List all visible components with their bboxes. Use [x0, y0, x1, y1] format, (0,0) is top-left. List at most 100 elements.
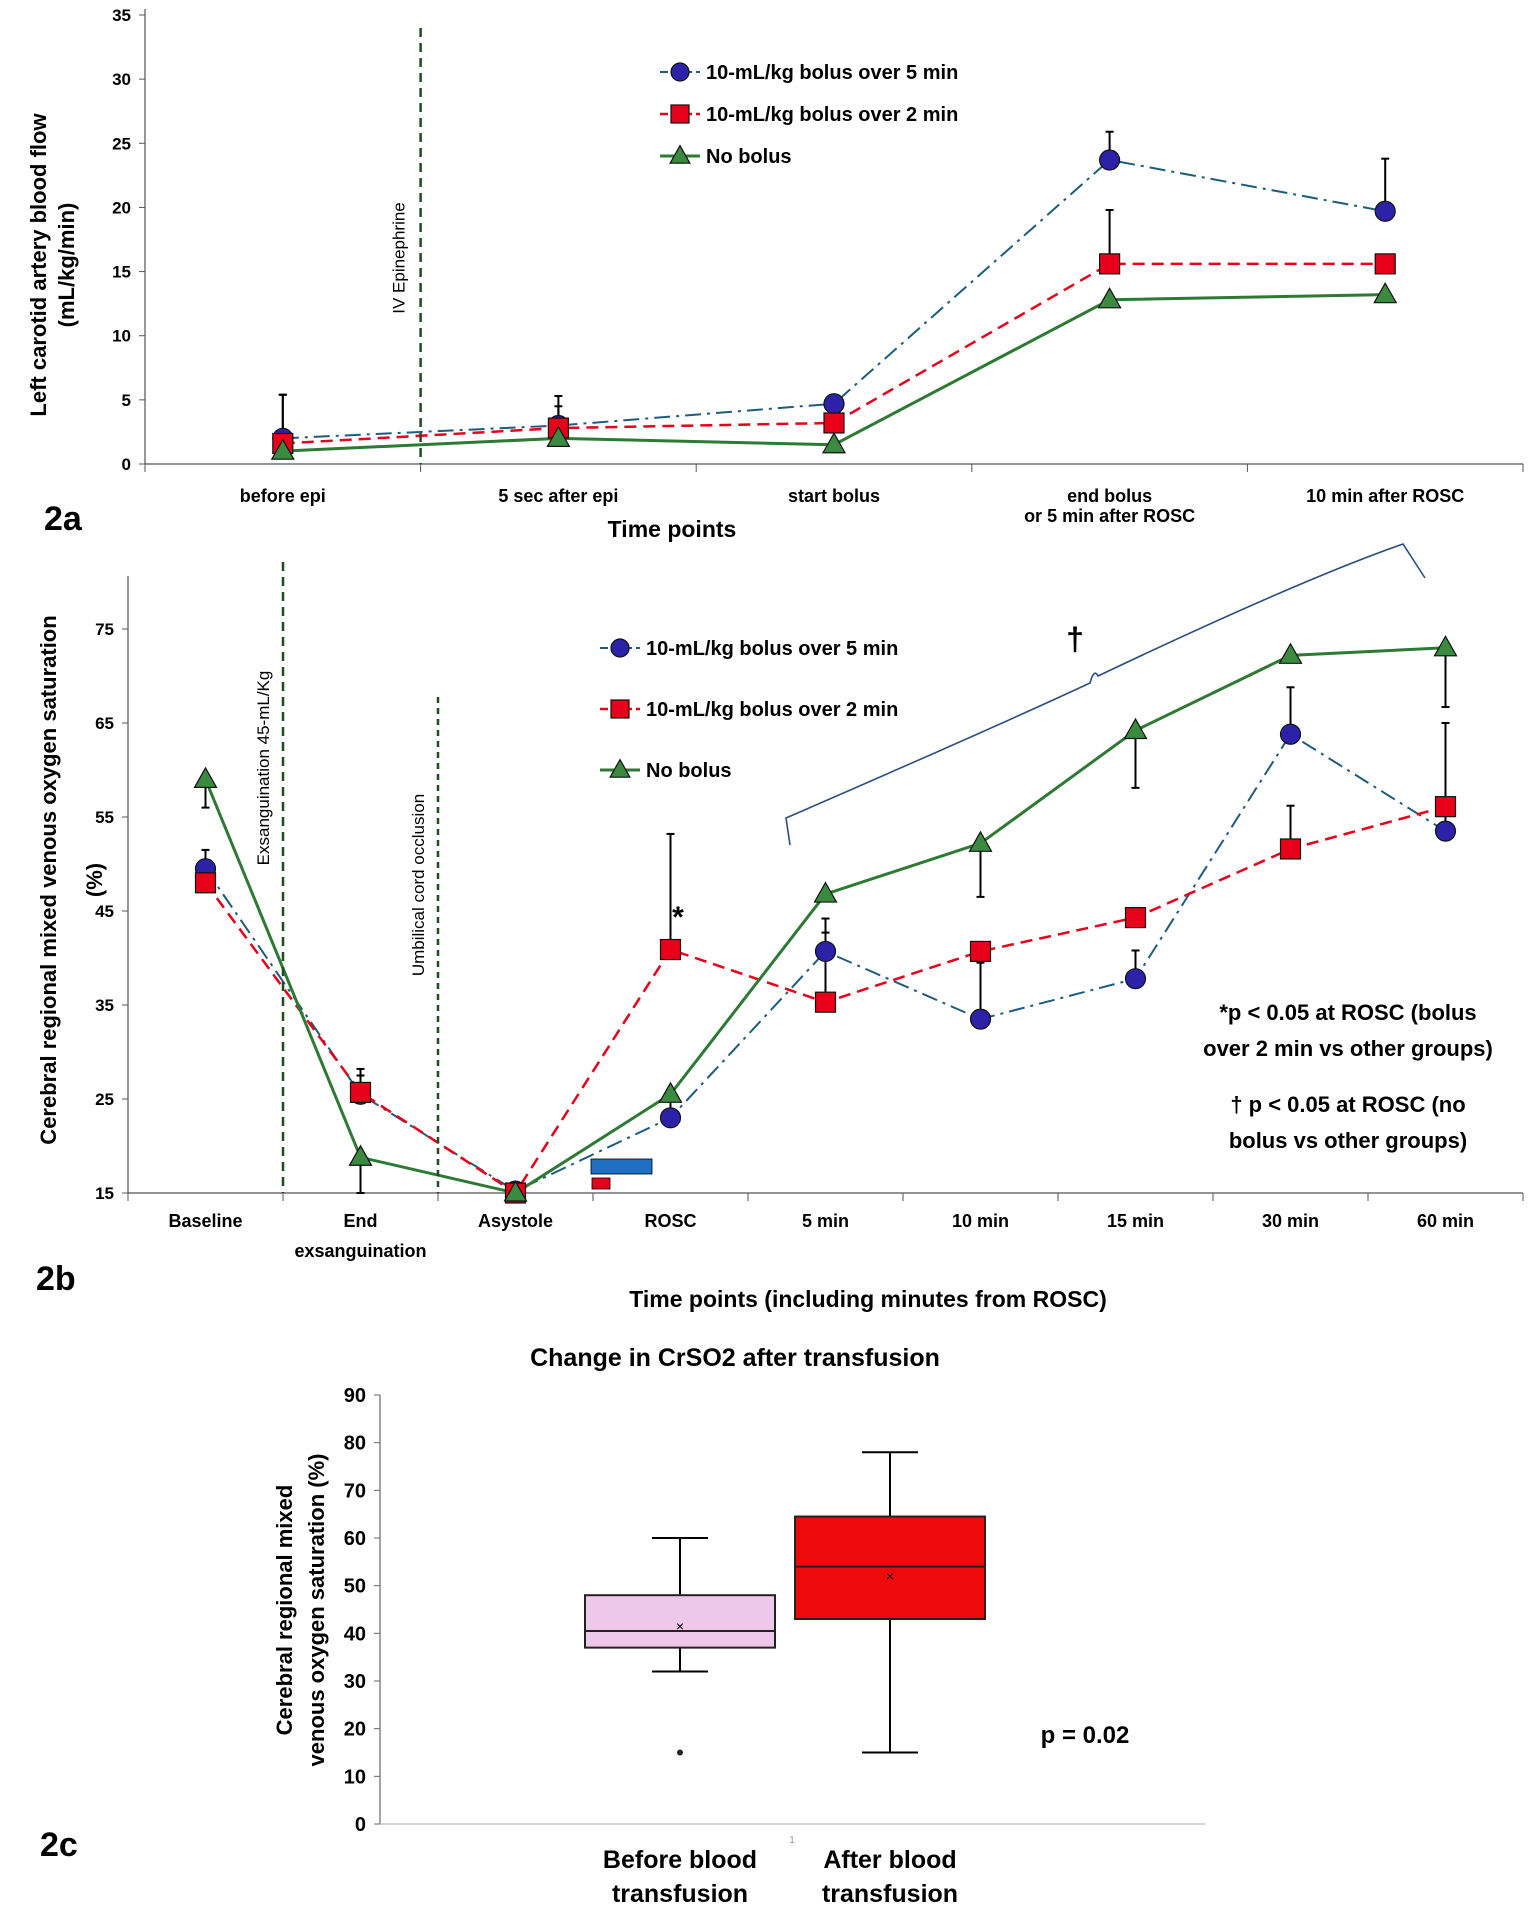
y-tick-label: 25 — [95, 1090, 114, 1109]
y-tick-label: 20 — [344, 1719, 366, 1741]
x-tick-label: 5 sec after epi — [498, 486, 618, 506]
box — [584, 1594, 776, 1649]
data-point-triangle — [1097, 287, 1122, 309]
legend-label: 10-mL/kg bolus over 2 min — [646, 699, 898, 721]
y-tick-label: 5 — [122, 391, 131, 410]
chart-title-2c: Change in CrSO2 after transfusion — [530, 1344, 940, 1372]
data-point-square — [823, 412, 845, 434]
x-tick-label: 5 min — [802, 1211, 849, 1231]
note-asterisk: *p < 0.05 at ROSC (bolus — [1219, 1000, 1476, 1025]
y-tick-label: 60 — [344, 1528, 366, 1550]
data-point-square — [1124, 906, 1147, 929]
series-line — [204, 732, 1447, 1193]
x-tick-label: ROSC — [644, 1211, 696, 1231]
box — [794, 1515, 986, 1621]
y-tick-label: 35 — [112, 6, 131, 25]
x-tick-label: End — [344, 1211, 378, 1231]
data-point-square — [1374, 253, 1396, 275]
x-axis-title-2a: Time points — [608, 516, 737, 542]
legend-label: 10-mL/kg bolus over 5 min — [706, 62, 958, 84]
x-tick-label: before epi — [240, 486, 326, 506]
x-tick-label: 10 min — [952, 1211, 1009, 1231]
y-axis-label-line2: (mL/kg/min) — [54, 203, 79, 328]
data-point-square — [1279, 838, 1302, 860]
data-point-triangle — [813, 881, 838, 903]
x-tick-label: Asystole — [478, 1211, 553, 1231]
y-axis-label-2a: Left carotid artery blood flow (mL/kg/mi… — [26, 113, 79, 417]
data-point-triangle — [968, 830, 993, 852]
data-point-square — [1434, 796, 1457, 818]
x-tick-label: exsanguination — [294, 1241, 426, 1261]
panel-label-2b: 2b — [36, 1260, 76, 1298]
legend-label: No bolus — [646, 760, 732, 782]
y-tick-label: 10 — [112, 327, 131, 346]
x-tick-label: Before blood — [603, 1846, 757, 1874]
y-axis-label-2c: Cerebral regional mixed venous oxygen sa… — [272, 1454, 329, 1767]
data-point-circle — [1279, 723, 1302, 745]
y-tick-label: 80 — [344, 1433, 366, 1455]
data-point-triangle — [1278, 642, 1303, 664]
x-tick-label: 10 min after ROSC — [1306, 486, 1464, 506]
data-point-circle — [814, 940, 837, 963]
mean-marker: × — [886, 1568, 894, 1584]
panel-2a-chart: 2a Left carotid artery blood flow (mL/kg… — [26, 6, 1524, 542]
note-asterisk: over 2 min vs other groups) — [1203, 1036, 1493, 1061]
y-axis-label-line1: Cerebral regional mixed — [272, 1485, 297, 1736]
y-tick-label: 15 — [112, 263, 131, 282]
data-point-triangle — [1373, 281, 1398, 304]
data-point-square — [659, 938, 682, 961]
y-tick-label: 10 — [344, 1766, 366, 1788]
legend-label: 10-mL/kg bolus over 2 min — [706, 104, 958, 126]
legend-marker-triangle — [669, 144, 691, 164]
data-point-triangle — [348, 1144, 373, 1166]
y-axis-label-2b: Cerebral regional mixed venous oxygen sa… — [36, 615, 107, 1144]
y-tick-label: 0 — [122, 455, 131, 474]
y-tick-label: 55 — [95, 808, 114, 827]
epinephrine-label: IV Epinephrine — [390, 202, 409, 314]
note-dagger: † p < 0.05 at ROSC (no — [1230, 1092, 1465, 1117]
exsanguination-label: Exsanguination 45-mL/Kg — [254, 671, 273, 866]
data-point-circle — [969, 1008, 992, 1030]
x-axis-title-2b: Time points (including minutes from ROSC… — [629, 1286, 1106, 1312]
data-point-circle — [1374, 200, 1396, 222]
y-tick-label: 30 — [112, 70, 131, 89]
panel-2c-chart: 2c Change in CrSO2 after transfusion Cer… — [40, 1344, 1205, 1908]
y-axis-label-line2: (%) — [82, 863, 107, 897]
cord-occlusion-label: Umbilical cord occlusion — [409, 794, 428, 976]
panel-label-2c: 2c — [40, 1826, 78, 1864]
y-tick-label: 20 — [112, 198, 131, 217]
significance-brace — [785, 543, 1426, 846]
significance-asterisk: * — [672, 901, 684, 934]
data-point-triangle — [546, 425, 571, 447]
x-tick-label: or 5 min after ROSC — [1024, 506, 1195, 526]
y-tick-label: 70 — [344, 1480, 366, 1502]
y-tick-label: 35 — [95, 996, 114, 1015]
data-point-square — [969, 940, 992, 963]
y-tick-label: 65 — [95, 714, 114, 733]
y-tick-label: 25 — [112, 134, 131, 153]
y-tick-label: 45 — [95, 902, 114, 921]
x-tick-label: Baseline — [168, 1211, 242, 1231]
data-point-triangle — [1123, 717, 1148, 740]
y-axis-label-line2: venous oxygen saturation (%) — [304, 1454, 329, 1767]
data-point-circle — [1124, 968, 1147, 990]
x-tick-label: transfusion — [612, 1880, 748, 1908]
data-point-square — [349, 1081, 372, 1104]
data-point-square — [194, 872, 217, 894]
y-tick-label: 30 — [344, 1671, 366, 1693]
blue-swatch — [590, 1158, 653, 1175]
legend-marker-triangle — [609, 758, 631, 778]
y-tick-label: 50 — [344, 1576, 366, 1598]
note-dagger: bolus vs other groups) — [1229, 1128, 1467, 1153]
y-axis-label-line1: Cerebral regional mixed venous oxygen sa… — [36, 615, 61, 1144]
x-tick-label: end bolus — [1067, 486, 1152, 506]
legend-marker-square — [610, 699, 630, 719]
y-tick-label: 75 — [95, 620, 114, 639]
data-point-triangle — [1433, 635, 1458, 657]
data-point-square — [814, 991, 837, 1013]
y-tick-label: 90 — [344, 1385, 366, 1407]
y-tick-label: 40 — [344, 1623, 366, 1645]
legend-label: 10-mL/kg bolus over 5 min — [646, 638, 898, 660]
data-point-square — [1098, 253, 1121, 275]
data-point-circle — [1434, 820, 1457, 842]
